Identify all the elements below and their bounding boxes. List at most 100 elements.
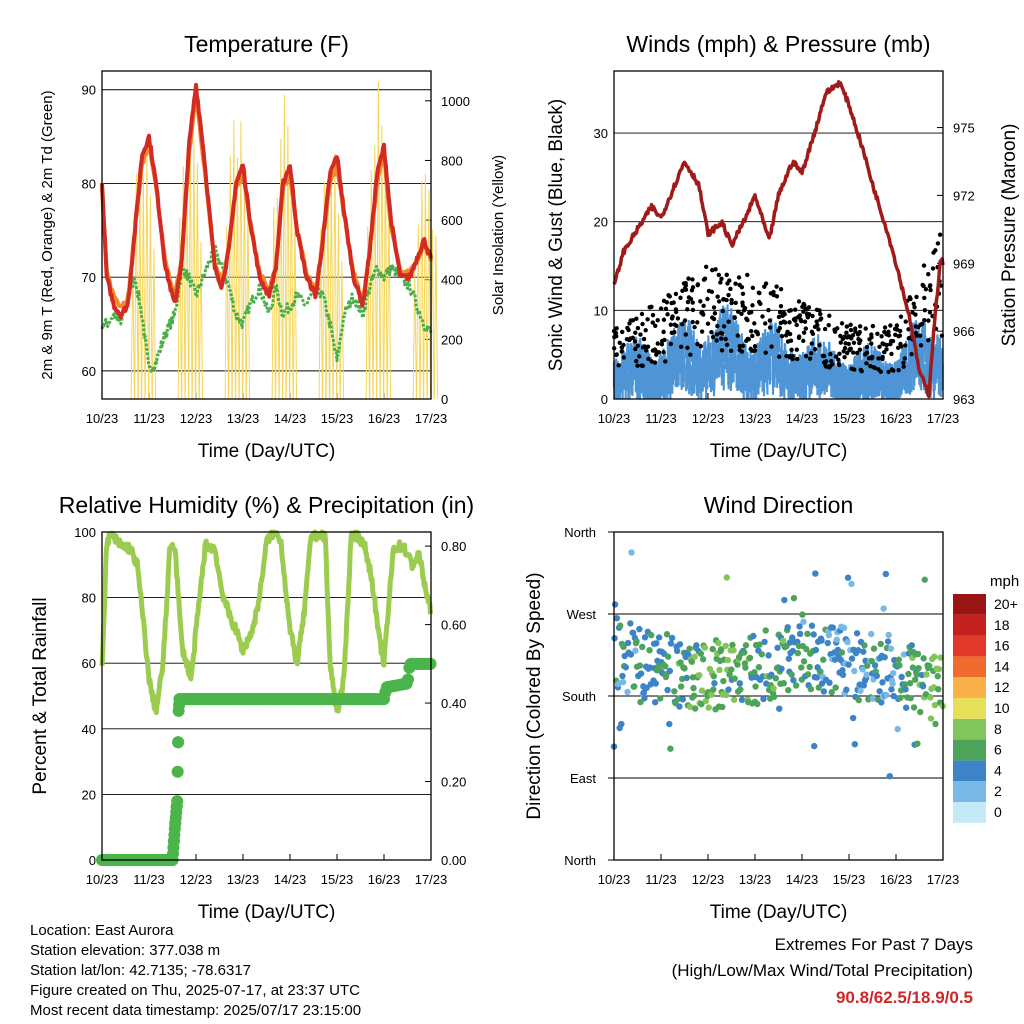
gust-point [664,300,670,305]
gust-point [870,323,876,329]
humidity-xlabel: Time (Day/UTC) [198,902,336,923]
gust-point [858,338,863,343]
gust-point [639,311,645,317]
direction-point [833,636,840,643]
gust-point [902,356,908,361]
gust-point [864,345,870,350]
gust-point [872,365,878,371]
insolation-line [412,271,417,400]
direction-point [871,662,879,669]
gust-point [661,317,667,322]
gust-point [794,356,800,362]
insolation-line [292,218,298,400]
direction-point [663,631,671,638]
gust-point [726,319,731,324]
direction-point [889,669,897,677]
gust-point [864,350,870,355]
direction-point [855,696,862,704]
winds-ylabel-right: Station Pressure (Maroon) [999,124,1020,347]
gust-point [685,345,690,350]
gust-point [816,327,821,332]
gust-point [736,275,742,280]
gust-point [665,312,670,317]
direction-point [813,674,821,681]
direction-point [851,741,859,748]
insolation-series [130,82,439,400]
direction-point [617,622,624,629]
direction-point [683,674,690,682]
extremes-values: 90.8/62.5/18.9/0.5 [835,988,973,1007]
direction-point [624,639,632,647]
gust-point [918,322,924,327]
direction-point [693,642,700,649]
gust-point [645,317,650,322]
gust-point [844,330,849,335]
gust-point [894,323,900,328]
gust-point [690,319,695,325]
gust-point [854,350,860,356]
x-tick-label: 11/23 [645,411,677,426]
gust-point [778,287,784,292]
direction-point [902,704,910,711]
direction-point [838,649,846,656]
insolation-line [228,155,233,400]
direction-point [886,772,893,780]
gust-point [859,368,864,374]
gust-point [844,324,850,329]
gust-point [740,291,746,297]
direction-point [730,696,738,703]
x-tick-label: 15/23 [321,872,354,887]
insolation-line [423,174,428,400]
direction-point [878,699,885,706]
gust-point [756,290,762,295]
gust-point [836,357,841,362]
gust-point [690,285,696,290]
direction-point [845,661,852,668]
gust-point [891,368,896,373]
direction-point [788,671,795,678]
gust-point [830,362,835,367]
direction-point [627,651,635,658]
direction-point [907,694,914,702]
direction-point [876,688,883,695]
direction-point [688,658,696,665]
direction-point [636,625,643,633]
insolation-line [148,195,153,400]
direction-point [780,637,787,645]
gust-point [732,315,737,321]
precip-series [96,657,437,866]
gust-point [884,347,889,352]
direction-point [902,686,909,693]
gust-point [906,327,911,332]
gust-point [630,335,636,341]
direction-point [715,639,722,647]
direction-point [900,651,908,658]
gust-point [724,342,730,348]
direction-point [803,645,810,653]
gust-point [638,332,643,337]
gust-point [876,356,881,361]
gust-point [683,280,688,286]
gust-point [727,278,732,283]
direction-point [640,689,648,696]
direction-point [895,656,903,663]
gust-point [827,313,832,318]
y-right-tick-label: 975 [953,121,975,136]
direction-point [848,580,855,588]
gust-point [877,344,882,349]
direction-point [927,694,934,701]
gust-point [668,322,674,327]
info-location: Location: East Aurora [30,922,174,939]
gust-point [888,323,893,328]
direction-point [880,605,887,612]
direction-point [710,686,717,693]
direction-point [685,651,692,658]
gust-point [635,363,640,368]
winds-panel: Winds (mph) & Pressure (mb) Time (Day/UTC… [546,31,1020,462]
direction-point [772,675,780,682]
gust-point [726,292,731,298]
direction-point [722,642,729,650]
temperature-ylabel-right: Solar Insolation (Yellow) [490,155,507,315]
gust-point [733,300,738,306]
x-tick-label: 12/23 [180,872,213,887]
